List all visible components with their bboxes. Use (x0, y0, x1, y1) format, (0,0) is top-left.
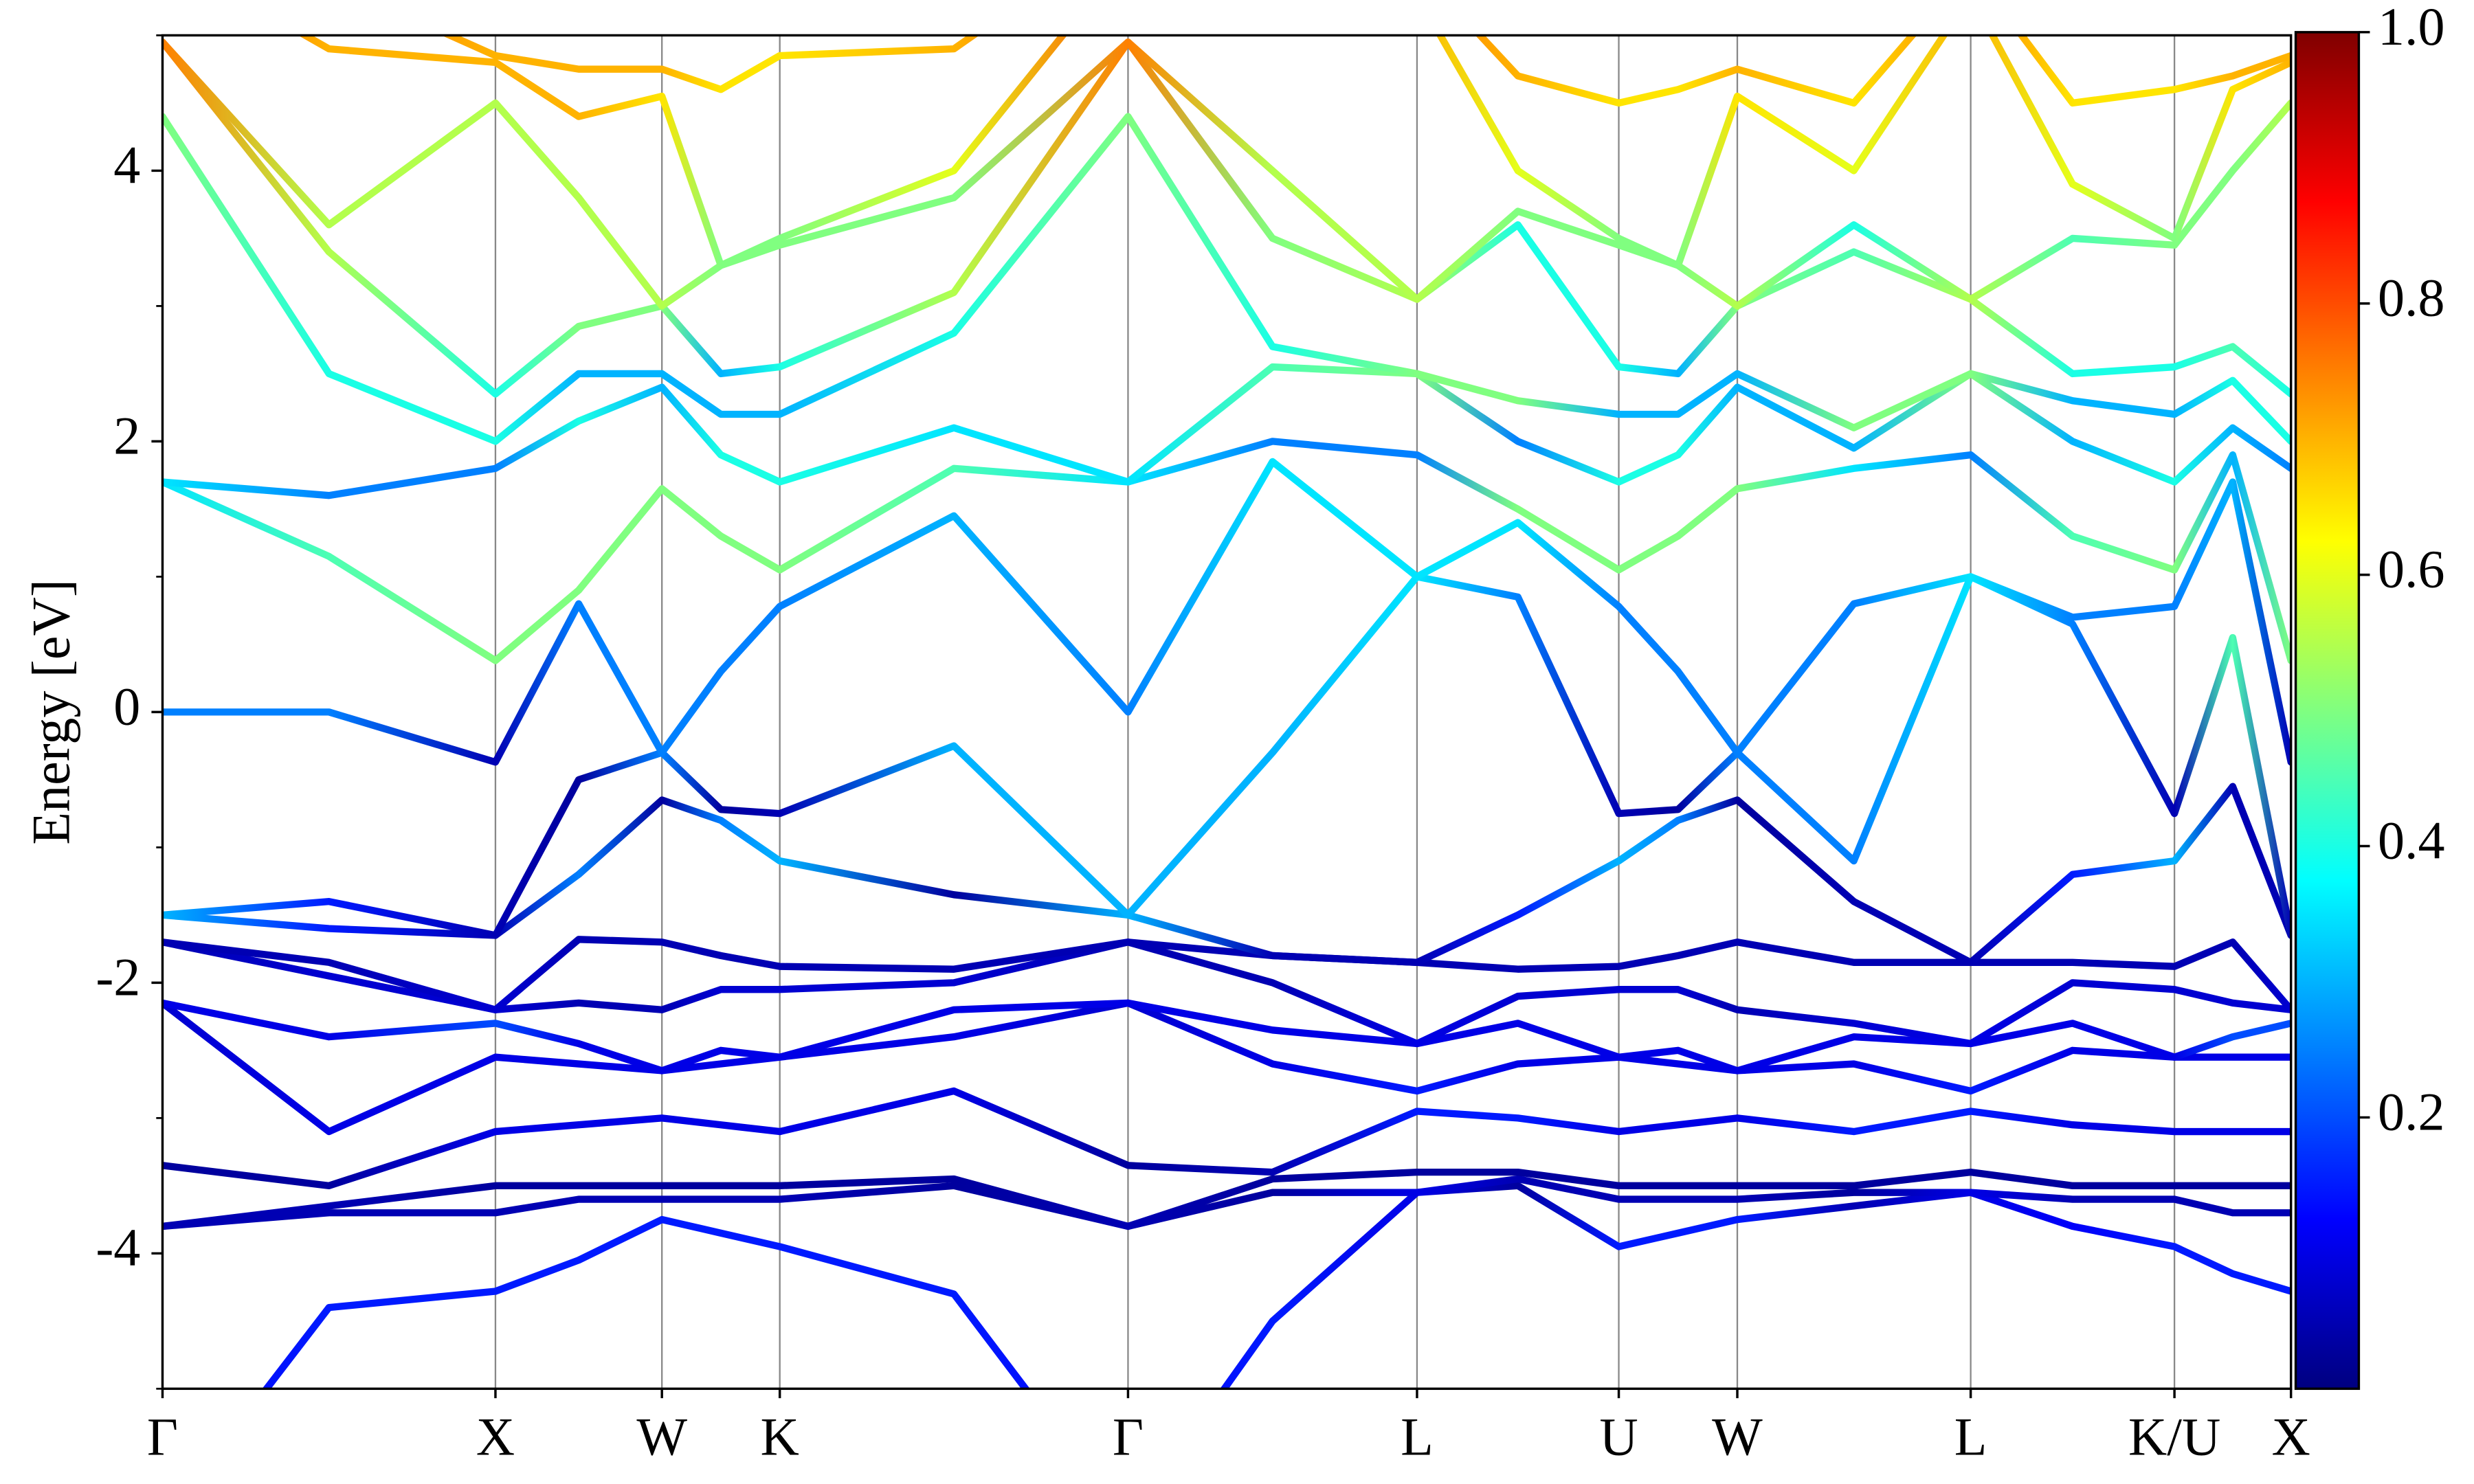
band-line (162, 783, 2291, 966)
band-line (162, 1168, 2291, 1230)
y-tick-label: 4 (113, 135, 140, 194)
band-line (162, 113, 2291, 445)
x-tick-label: Γ (147, 1406, 178, 1466)
axes: Γ X W K Γ L U W L K/U X -4 -2 0 2 4 0.2 0.4 0.6 0.8 1.0 (96, 0, 2444, 1466)
x-tick-label: K/U (2128, 1406, 2220, 1466)
colorbar-tick-label: 0.8 (2378, 268, 2445, 328)
x-tick-label: U (1599, 1406, 1638, 1466)
y-tick-label: 2 (113, 405, 140, 465)
bands (162, 35, 2291, 1389)
x-tick-label: L (1954, 1406, 1987, 1466)
band-line (162, 458, 2291, 766)
y-axis-label: Energy [eV] (21, 579, 81, 844)
x-tick-label: X (2271, 1406, 2310, 1466)
y-tick-label: -4 (96, 1217, 140, 1277)
y-tick-label: 0 (113, 676, 140, 736)
band-line (162, 1175, 2291, 1230)
x-tick-label: K (760, 1406, 799, 1466)
band-line (162, 1087, 2291, 1190)
colorbar-tick-label: 0.4 (2378, 810, 2445, 870)
y-tick-label: -2 (96, 947, 140, 1007)
x-tick-label: L (1401, 1406, 1434, 1466)
band-line (162, 999, 2291, 1136)
colorbar-tick-label: 0.6 (2378, 539, 2445, 599)
band-line (162, 38, 2291, 310)
x-tick-label: W (636, 1406, 687, 1466)
band-line (162, 938, 2291, 1048)
colorbar-tick-label: 1.0 (2378, 0, 2445, 56)
x-tick-label: W (1712, 1406, 1763, 1466)
x-tick-label: X (476, 1406, 515, 1466)
band-line (298, 35, 2291, 269)
colorbar (2294, 31, 2361, 1391)
band-line (441, 35, 2291, 107)
colorbar-tick-label: 0.2 (2378, 1081, 2445, 1141)
band-line (162, 438, 2291, 664)
x-tick-label: Γ (1113, 1406, 1144, 1466)
